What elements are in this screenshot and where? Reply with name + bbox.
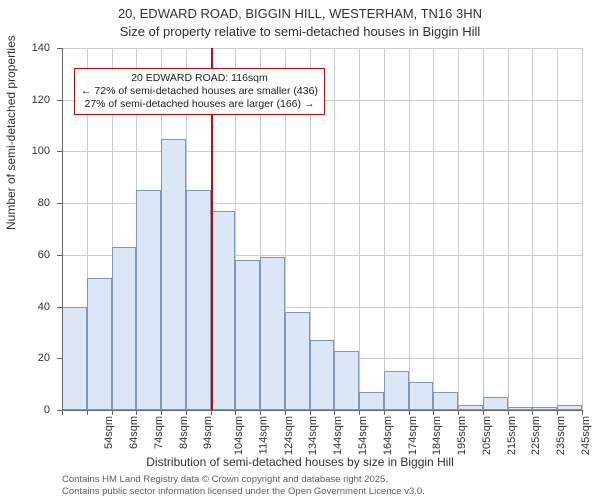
xtick-label: 245sqm xyxy=(580,416,592,455)
xtick-label: 74sqm xyxy=(153,416,165,449)
xtick-label: 94sqm xyxy=(202,416,214,449)
x-axis-label: Distribution of semi-detached houses by … xyxy=(0,455,600,469)
annotation-box: 20 EDWARD ROAD: 116sqm← 72% of semi-deta… xyxy=(74,68,325,115)
xtick-label: 215sqm xyxy=(506,416,518,455)
annotation-line1: 20 EDWARD ROAD: 116sqm xyxy=(81,72,318,85)
xtick-label: 114sqm xyxy=(257,416,269,454)
ytick-label: 140 xyxy=(0,42,50,54)
ytick-label: 20 xyxy=(0,352,50,364)
histogram-bar xyxy=(483,397,508,410)
xtick-label: 134sqm xyxy=(308,416,320,455)
histogram-bar xyxy=(384,371,409,410)
gridline-vertical xyxy=(483,48,484,410)
xtick-label: 154sqm xyxy=(357,416,369,455)
histogram-bar xyxy=(334,351,359,410)
xtick-label: 195sqm xyxy=(456,416,468,455)
xtick-label: 184sqm xyxy=(431,416,443,455)
ytick-label: 100 xyxy=(0,145,50,157)
chart-container: 20, EDWARD ROAD, BIGGIN HILL, WESTERHAM,… xyxy=(0,0,600,500)
xtick-label: 164sqm xyxy=(382,416,394,455)
chart-title-line2: Size of property relative to semi-detach… xyxy=(0,24,600,39)
histogram-bar xyxy=(112,247,137,410)
gridline-vertical xyxy=(409,48,410,410)
y-axis-ticks: 020406080100120140 xyxy=(0,48,58,410)
gridline-vertical xyxy=(359,48,360,410)
ytick-label: 0 xyxy=(0,404,50,416)
histogram-bar xyxy=(260,257,285,410)
gridline-vertical xyxy=(508,48,509,410)
xtick-label: 64sqm xyxy=(128,416,140,449)
histogram-bar xyxy=(409,382,434,410)
histogram-bar xyxy=(136,190,161,410)
histogram-bar xyxy=(87,278,112,410)
gridline-vertical xyxy=(384,48,385,410)
gridline-vertical xyxy=(458,48,459,410)
xtick-label: 235sqm xyxy=(555,416,567,455)
attribution-line1: Contains HM Land Registry data © Crown c… xyxy=(62,474,388,485)
ytick-label: 60 xyxy=(0,249,50,261)
gridline-vertical xyxy=(557,48,558,410)
histogram-bar xyxy=(235,260,260,410)
histogram-bar xyxy=(433,392,458,410)
gridline-vertical xyxy=(532,48,533,410)
xtick-label: 174sqm xyxy=(407,416,419,455)
gridline-horizontal xyxy=(62,48,582,49)
xtick-mark xyxy=(582,410,583,415)
ytick-label: 120 xyxy=(0,94,50,106)
histogram-bar xyxy=(161,139,186,411)
ytick-label: 80 xyxy=(0,197,50,209)
xtick-label: 84sqm xyxy=(178,416,190,449)
xtick-label: 124sqm xyxy=(283,416,295,455)
chart-title-line1: 20, EDWARD ROAD, BIGGIN HILL, WESTERHAM,… xyxy=(0,6,600,21)
attribution-line2: Contains public sector information licen… xyxy=(62,486,425,497)
histogram-bar xyxy=(211,211,236,410)
histogram-bar xyxy=(310,340,335,410)
xtick-label: 144sqm xyxy=(332,416,344,455)
plot-area: 20 EDWARD ROAD: 116sqm← 72% of semi-deta… xyxy=(62,48,582,410)
histogram-bar xyxy=(285,312,310,410)
annotation-line3: 27% of semi-detached houses are larger (… xyxy=(81,98,318,111)
histogram-bar xyxy=(359,392,384,410)
gridline-horizontal xyxy=(62,151,582,152)
xtick-label: 104sqm xyxy=(233,416,245,455)
xtick-label: 205sqm xyxy=(481,416,493,455)
ytick-label: 40 xyxy=(0,301,50,313)
xtick-label: 54sqm xyxy=(103,416,115,449)
annotation-line2: ← 72% of semi-detached houses are smalle… xyxy=(81,85,318,98)
histogram-bar xyxy=(62,307,87,410)
xtick-label: 225sqm xyxy=(530,416,542,455)
histogram-bar xyxy=(186,190,211,410)
gridline-vertical xyxy=(582,48,583,410)
gridline-vertical xyxy=(433,48,434,410)
